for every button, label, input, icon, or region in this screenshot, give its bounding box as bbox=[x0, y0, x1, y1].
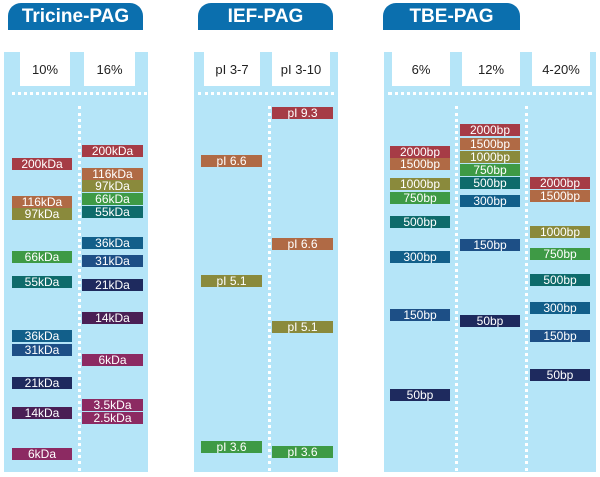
lane-label: 4-20% bbox=[532, 52, 590, 86]
marker-band: 97kDa bbox=[12, 208, 72, 220]
marker-band: pI 5.1 bbox=[272, 321, 333, 333]
lane-label: 12% bbox=[462, 52, 520, 86]
marker-band: 1000bp bbox=[530, 226, 590, 238]
marker-band: 14kDa bbox=[82, 312, 143, 324]
marker-band: pI 6.6 bbox=[272, 238, 333, 250]
marker-band: 21kDa bbox=[12, 377, 72, 389]
marker-band: 300bp bbox=[530, 302, 590, 314]
well-divider bbox=[388, 92, 592, 95]
marker-band: 2000bp bbox=[390, 146, 450, 158]
panel-title: Tricine-PAG bbox=[8, 3, 143, 30]
panel-title: TBE-PAG bbox=[383, 3, 520, 30]
marker-band: 1000bp bbox=[390, 178, 450, 190]
marker-band: 21kDa bbox=[82, 279, 143, 291]
marker-band: 14kDa bbox=[12, 407, 72, 419]
marker-band: 36kDa bbox=[12, 330, 72, 342]
lane-label: pI 3-10 bbox=[272, 52, 330, 86]
marker-band: 2000bp bbox=[530, 177, 590, 189]
marker-band: 66kDa bbox=[12, 251, 72, 263]
marker-band: pI 5.1 bbox=[201, 275, 262, 287]
marker-band: 6kDa bbox=[82, 354, 143, 366]
marker-band: 500bp bbox=[390, 216, 450, 228]
lane-label: 6% bbox=[392, 52, 450, 86]
marker-band: pI 3.6 bbox=[272, 446, 333, 458]
lane-label: 16% bbox=[84, 52, 135, 86]
marker-band: 31kDa bbox=[82, 255, 143, 267]
lane-label: 10% bbox=[20, 52, 70, 86]
marker-band: 500bp bbox=[530, 274, 590, 286]
marker-band: 50bp bbox=[460, 315, 520, 327]
marker-band: 3.5kDa bbox=[82, 399, 143, 411]
lane-divider bbox=[525, 106, 528, 471]
marker-band: 55kDa bbox=[12, 276, 72, 288]
marker-band: 750bp bbox=[460, 164, 520, 176]
marker-band: 50bp bbox=[390, 389, 450, 401]
marker-band: 1500bp bbox=[530, 190, 590, 202]
marker-band: 500bp bbox=[460, 177, 520, 189]
well-divider bbox=[198, 92, 334, 95]
marker-band: 116kDa bbox=[82, 168, 143, 180]
marker-band: 6kDa bbox=[12, 448, 72, 460]
marker-band: 55kDa bbox=[82, 206, 143, 218]
marker-band: 1500bp bbox=[390, 158, 450, 170]
marker-band: pI 6.6 bbox=[201, 155, 262, 167]
marker-band: 150bp bbox=[530, 330, 590, 342]
marker-band: 1500bp bbox=[460, 138, 520, 150]
lane-divider bbox=[78, 106, 81, 471]
marker-band: 66kDa bbox=[82, 193, 143, 205]
lane-label: pI 3-7 bbox=[204, 52, 260, 86]
lane-divider bbox=[455, 106, 458, 471]
marker-band: 300bp bbox=[390, 251, 450, 263]
marker-band: 200kDa bbox=[82, 145, 143, 157]
marker-band: 150bp bbox=[460, 239, 520, 251]
gel-panel-bg bbox=[194, 52, 338, 472]
marker-band: 97kDa bbox=[82, 180, 143, 192]
marker-band: pI 3.6 bbox=[201, 441, 262, 453]
marker-band: 2000bp bbox=[460, 124, 520, 136]
marker-band: 36kDa bbox=[82, 237, 143, 249]
marker-band: 750bp bbox=[530, 248, 590, 260]
well-divider bbox=[12, 92, 147, 95]
marker-band: 200kDa bbox=[12, 158, 72, 170]
marker-band: 50bp bbox=[530, 369, 590, 381]
panel-title: IEF-PAG bbox=[198, 3, 333, 30]
marker-band: 300bp bbox=[460, 195, 520, 207]
marker-band: 150bp bbox=[390, 309, 450, 321]
lane-divider bbox=[268, 106, 271, 471]
marker-band: 1000bp bbox=[460, 151, 520, 163]
marker-band: 116kDa bbox=[12, 196, 72, 208]
marker-band: 2.5kDa bbox=[82, 412, 143, 424]
marker-band: pI 9.3 bbox=[272, 107, 333, 119]
marker-band: 31kDa bbox=[12, 344, 72, 356]
marker-band: 750bp bbox=[390, 192, 450, 204]
